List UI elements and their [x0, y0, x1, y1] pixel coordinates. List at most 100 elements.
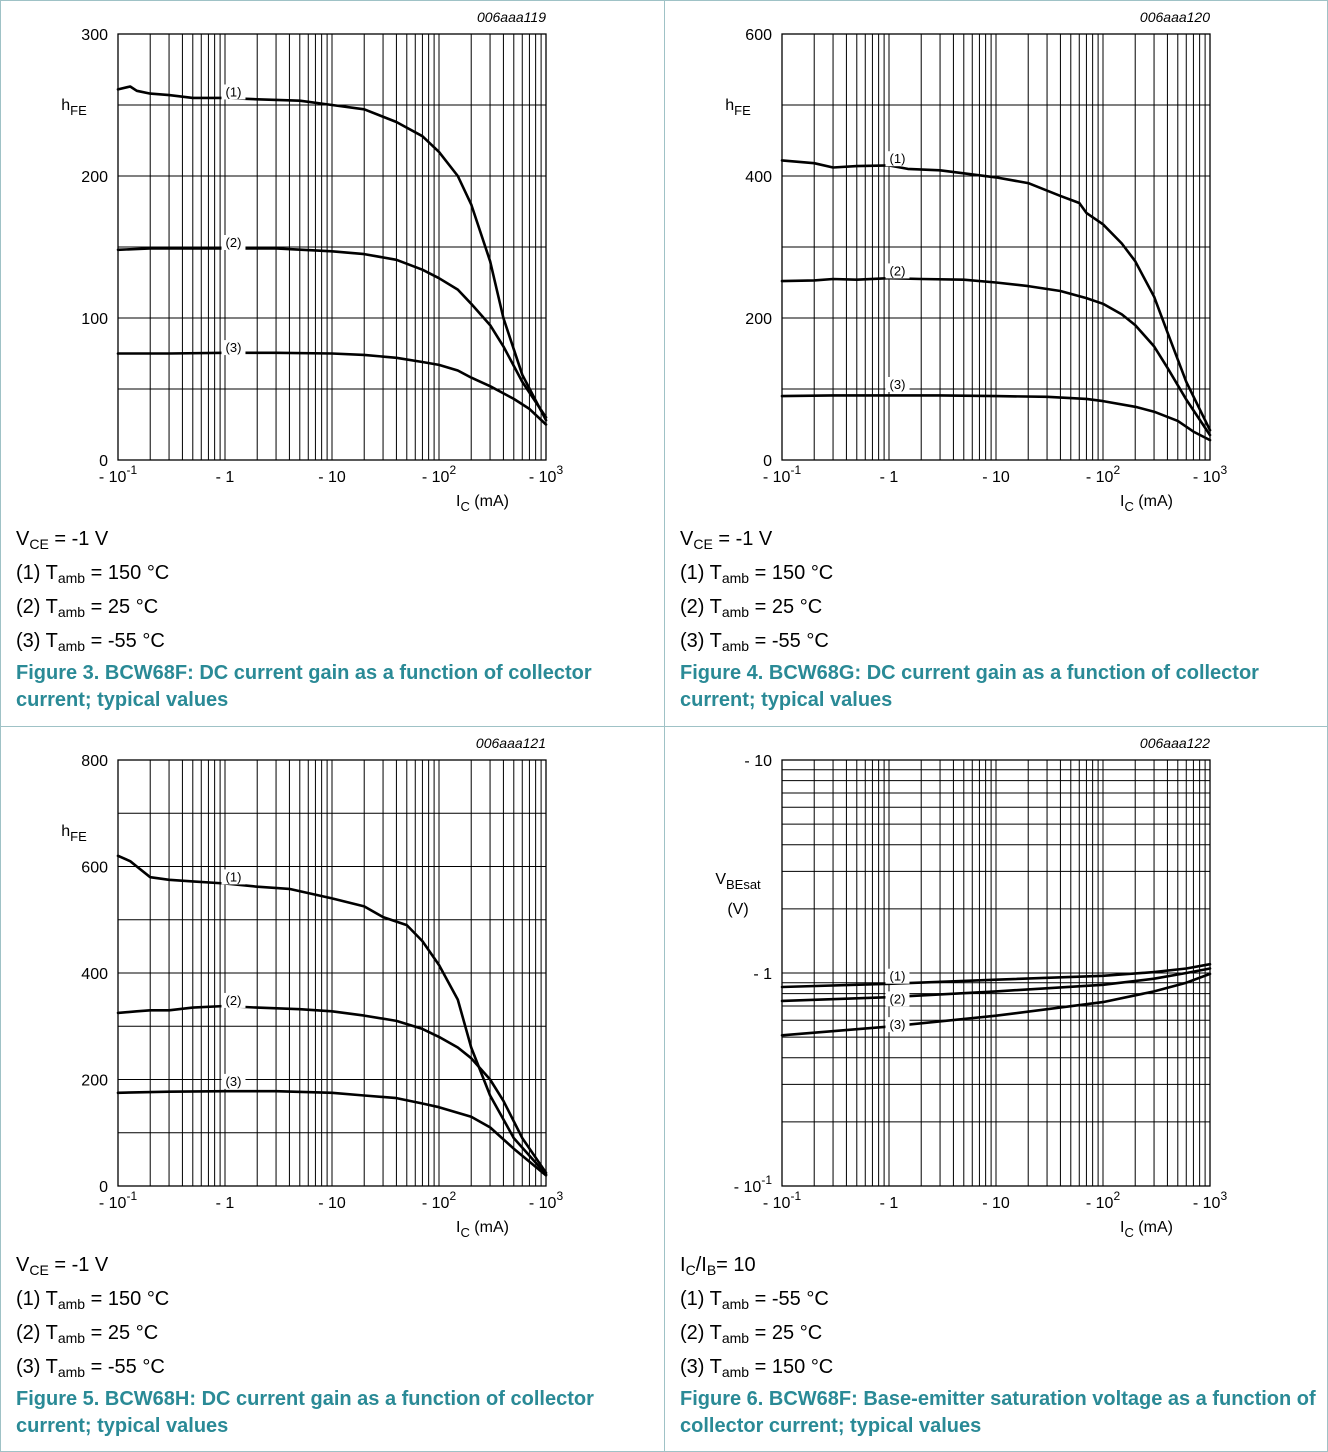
- series-label-bg: [221, 235, 246, 250]
- x-tick-label: - 102: [1086, 463, 1121, 486]
- plot-frame: [781, 33, 1211, 461]
- x-tick-label: - 10-1: [763, 463, 802, 486]
- series-label-3: (3): [890, 377, 906, 392]
- series-line-1: [116, 854, 548, 1176]
- legend-line-3: (3) Tamb = -55 °C: [16, 1356, 165, 1380]
- y-tick-label: - 1: [753, 966, 772, 983]
- series-line-1: [780, 159, 1212, 432]
- y-tick-label: 100: [81, 311, 108, 328]
- figure-6-chart: - 10-1 - 1 - 10 - 10-1 - 1 - 10 - 102 - 103 VBEs…: [715, 735, 1228, 1240]
- series-label-bg: [221, 1073, 246, 1089]
- series-label-1: (1): [226, 84, 242, 99]
- figure-4-caption: VCE = -1 V (1) Tamb = 150 °C (2) Tamb = …: [680, 522, 1320, 714]
- plot-frame: [117, 33, 547, 461]
- y-tick-label: 0: [763, 453, 772, 470]
- figure-5-chart: 0 200 400 600 800 - 10-1 - 1 - 10 - 102 - 103 hFE I…: [61, 735, 564, 1240]
- series-label-bg: [221, 869, 246, 885]
- series-line-1: [116, 85, 548, 422]
- y-tick-label: - 10-1: [734, 1173, 773, 1196]
- y-axis-unit: (V): [727, 901, 748, 918]
- series-line-2: [780, 276, 1212, 437]
- legend-line-1: (1) Tamb = 150 °C: [680, 562, 834, 586]
- figure-code: 006aaa120: [1140, 9, 1210, 25]
- x-axis-label: IC (mA): [456, 493, 509, 514]
- x-tick-label: - 103: [529, 1189, 564, 1212]
- series-label-2: (2): [226, 993, 242, 1008]
- grid: [117, 759, 546, 1187]
- figure-4-chart: 0 200 400 600 - 10-1 - 1 - 10 - 102 - 103 hFE IC (…: [725, 9, 1228, 514]
- x-tick-label: - 103: [1193, 1189, 1228, 1212]
- series-label-bg: [221, 84, 246, 100]
- x-tick-label: - 1: [216, 469, 235, 486]
- y-axis-label: hFE: [61, 823, 87, 844]
- legend-line-2: (2) Tamb = 25 °C: [16, 596, 159, 620]
- condition-line: IC/IB= 10: [680, 1254, 756, 1278]
- figure-title: Figure 6. BCW68F: Base-emitter saturatio…: [680, 1388, 1316, 1437]
- x-tick-label: - 10: [318, 1195, 346, 1212]
- series-label-1: (1): [226, 869, 242, 884]
- y-tick-label: 0: [99, 1179, 108, 1196]
- x-tick-label: - 102: [1086, 1189, 1121, 1212]
- y-tick-label: 800: [81, 753, 108, 770]
- x-tick-label: - 10-1: [99, 463, 138, 486]
- series-label-3: (3): [890, 1017, 906, 1032]
- figure-code: 006aaa122: [1140, 735, 1210, 751]
- series-label-bg: [885, 968, 910, 984]
- figure-5-caption: VCE = -1 V (1) Tamb = 150 °C (2) Tamb = …: [16, 1248, 656, 1440]
- series-label-3: (3): [226, 1074, 242, 1089]
- legend-line-1: (1) Tamb = 150 °C: [16, 562, 170, 586]
- series-line-1: [780, 962, 1212, 989]
- series-label-1: (1): [890, 151, 906, 166]
- series-line-2: [116, 247, 548, 419]
- series-label-bg: [885, 377, 910, 392]
- series-line-2: [116, 1004, 548, 1174]
- figure-4-panel: 0 200 400 600 - 10-1 - 1 - 10 - 102 - 103 hFE IC (…: [664, 0, 1328, 726]
- x-tick-label: - 102: [422, 1189, 457, 1212]
- figure-title: Figure 3. BCW68F: DC current gain as a f…: [16, 662, 592, 711]
- x-tick-label: - 10-1: [763, 1189, 802, 1212]
- y-axis-label: hFE: [725, 97, 751, 118]
- x-axis-label: IC (mA): [1120, 1219, 1173, 1240]
- legend-line-3: (3) Tamb = -55 °C: [16, 630, 165, 654]
- figure-3-chart: 0 100 200 300 - 10-1 - 1 - 10 - 102 - 103 hFE IC (…: [61, 9, 564, 514]
- plot-frame: [117, 759, 547, 1187]
- series-label-2: (2): [226, 235, 242, 250]
- legend-line-2: (2) Tamb = 25 °C: [680, 1322, 823, 1346]
- series-line-3: [780, 394, 1212, 442]
- x-tick-label: - 10-1: [99, 1189, 138, 1212]
- x-tick-label: - 103: [1193, 463, 1228, 486]
- series-label-1: (1): [890, 969, 906, 984]
- x-tick-label: - 10: [318, 469, 346, 486]
- y-tick-label: - 10: [744, 753, 772, 770]
- y-tick-label: 200: [81, 169, 108, 186]
- y-tick-label: 600: [745, 27, 772, 44]
- x-tick-label: - 1: [216, 1195, 235, 1212]
- grid: [781, 33, 1210, 461]
- legend-line-2: (2) Tamb = 25 °C: [680, 596, 823, 620]
- x-tick-label: - 102: [422, 463, 457, 486]
- x-axis-label: IC (mA): [456, 1219, 509, 1240]
- series-label-3: (3): [226, 340, 242, 355]
- y-axis-label: hFE: [61, 97, 87, 118]
- x-tick-label: - 103: [529, 463, 564, 486]
- grid: [781, 760, 1210, 1187]
- y-tick-label: 600: [81, 860, 108, 877]
- series-label-bg: [885, 263, 910, 279]
- x-axis-label: IC (mA): [1120, 493, 1173, 514]
- figure-6-panel: - 10-1 - 1 - 10 - 10-1 - 1 - 10 - 102 - 103 VBEs…: [664, 726, 1328, 1452]
- legend-line-2: (2) Tamb = 25 °C: [16, 1322, 159, 1346]
- legend-line-1: (1) Tamb = -55 °C: [680, 1288, 829, 1312]
- y-tick-label: 200: [745, 311, 772, 328]
- series-label-bg: [221, 992, 246, 1008]
- condition-line: VCE = -1 V: [680, 528, 773, 552]
- legend-line-1: (1) Tamb = 150 °C: [16, 1288, 170, 1312]
- figure-title: Figure 5. BCW68H: DC current gain as a f…: [16, 1388, 594, 1437]
- legend-line-3: (3) Tamb = 150 °C: [680, 1356, 834, 1380]
- figure-title: Figure 4. BCW68G: DC current gain as a f…: [680, 662, 1259, 711]
- x-tick-label: - 1: [880, 1195, 899, 1212]
- condition-line: VCE = -1 V: [16, 1254, 109, 1278]
- figure-code: 006aaa121: [476, 735, 546, 751]
- condition-line: VCE = -1 V: [16, 528, 109, 552]
- y-tick-label: 300: [81, 27, 108, 44]
